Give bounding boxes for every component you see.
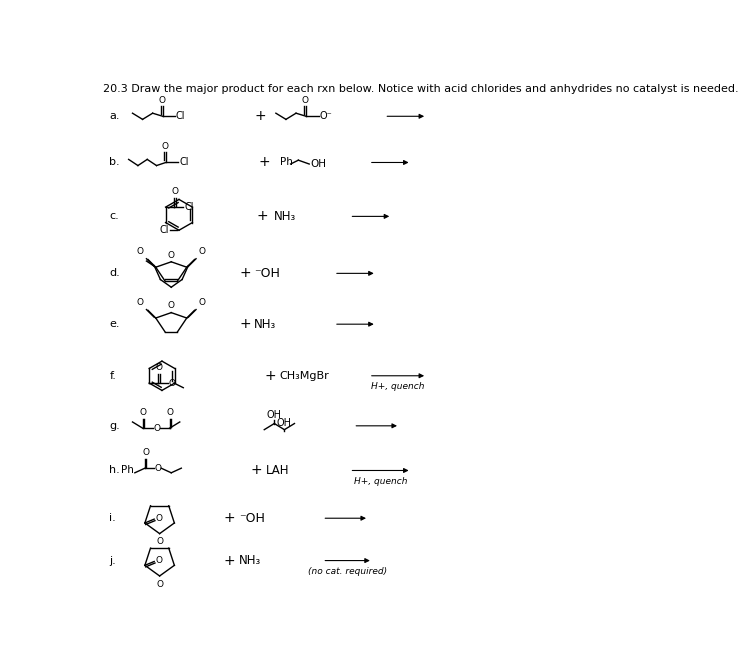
Text: CH₃MgBr: CH₃MgBr <box>279 371 328 381</box>
Text: Ph: Ph <box>121 465 134 475</box>
Text: O: O <box>199 298 206 307</box>
Text: O: O <box>168 251 175 260</box>
Text: f.: f. <box>110 371 116 381</box>
Text: OH: OH <box>267 410 282 420</box>
Text: O: O <box>140 408 147 417</box>
Text: +: + <box>251 463 262 477</box>
Text: +: + <box>224 511 236 525</box>
Text: Ph: Ph <box>280 157 292 167</box>
Text: +: + <box>265 369 276 383</box>
Text: e.: e. <box>110 319 120 329</box>
Text: +: + <box>239 317 250 331</box>
Text: O: O <box>156 556 163 565</box>
Text: Cl: Cl <box>176 111 185 121</box>
Text: O: O <box>169 379 176 387</box>
Text: O: O <box>136 247 144 256</box>
Text: O: O <box>302 96 309 104</box>
Text: c.: c. <box>110 212 119 221</box>
Text: Cl: Cl <box>184 202 194 212</box>
Text: O⁻: O⁻ <box>320 111 332 121</box>
Text: d.: d. <box>110 268 120 278</box>
Text: a.: a. <box>110 111 120 121</box>
Text: +: + <box>254 109 266 124</box>
Text: ⁻OH: ⁻OH <box>238 512 265 525</box>
Text: NH₃: NH₃ <box>238 554 261 567</box>
Text: H+, quench: H+, quench <box>371 382 424 391</box>
Text: g.: g. <box>110 421 120 431</box>
Text: j.: j. <box>110 555 116 566</box>
Text: NH₃: NH₃ <box>274 210 296 223</box>
Text: +: + <box>224 553 236 568</box>
Text: +: + <box>259 155 270 169</box>
Text: b.: b. <box>110 157 120 167</box>
Text: h.: h. <box>110 465 120 475</box>
Text: O: O <box>136 298 144 307</box>
Text: +: + <box>257 210 268 223</box>
Text: OH: OH <box>277 418 292 428</box>
Text: O: O <box>156 537 164 547</box>
Text: +: + <box>239 266 250 280</box>
Text: O: O <box>167 408 174 417</box>
Text: O: O <box>155 463 162 473</box>
Text: OH: OH <box>310 159 326 169</box>
Text: ⁻OH: ⁻OH <box>254 267 280 280</box>
Text: O: O <box>168 301 175 310</box>
Text: O: O <box>199 247 206 256</box>
Text: O: O <box>142 448 149 457</box>
Text: LAH: LAH <box>266 464 290 477</box>
Text: H+, quench: H+, quench <box>354 477 407 486</box>
Text: i.: i. <box>110 513 116 524</box>
Text: NH₃: NH₃ <box>254 318 277 330</box>
Text: O: O <box>156 580 164 589</box>
Text: Cl: Cl <box>160 225 169 235</box>
Text: Cl: Cl <box>179 157 188 167</box>
Text: O: O <box>172 187 178 196</box>
Text: O: O <box>156 514 163 523</box>
Text: O: O <box>156 364 163 372</box>
Text: 20.3 Draw the major product for each rxn below. Notice with acid chlorides and a: 20.3 Draw the major product for each rxn… <box>103 84 739 94</box>
Text: O: O <box>158 96 166 104</box>
Text: O: O <box>154 424 160 433</box>
Text: O: O <box>161 142 169 151</box>
Text: (no cat. required): (no cat. required) <box>308 566 387 576</box>
